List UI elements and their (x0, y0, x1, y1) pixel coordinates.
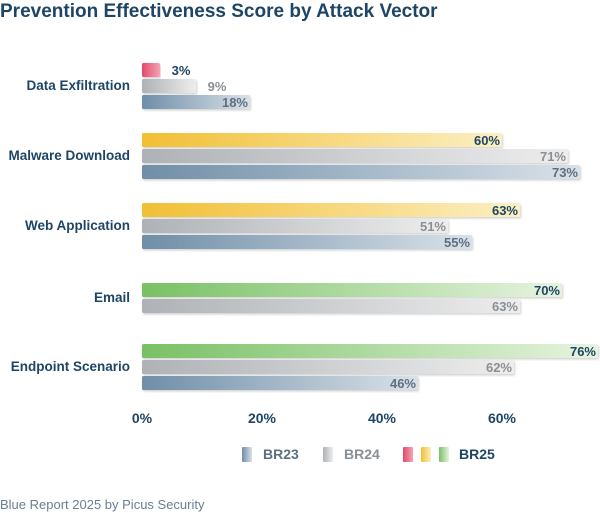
value-label: 76% (570, 344, 596, 359)
legend-swatch-br24 (323, 447, 333, 462)
category-label: Email (94, 290, 130, 305)
bar-br23 (142, 376, 418, 390)
value-labels: 3% 9%18% 60% 71%73% 63% 51%55% 70% 63% 76% 62% 46% (172, 63, 597, 391)
legend-swatch-br25-green (439, 447, 449, 462)
bar-br23 (142, 95, 250, 109)
bar-br25 (142, 63, 160, 77)
x-tick-label: 60% (488, 410, 517, 426)
bar-br24 (142, 149, 568, 163)
value-label: 62% (486, 360, 512, 375)
bar-br23 (142, 165, 580, 179)
value-label: 63% (492, 299, 518, 314)
value-label: 63% (492, 203, 518, 218)
legend-swatch-br25-red (403, 447, 413, 462)
value-label: 60% (474, 133, 500, 148)
bar-br25 (142, 283, 562, 297)
bar-br25 (142, 203, 520, 217)
value-label: 70% (534, 283, 560, 298)
bar-br25 (142, 133, 502, 147)
chart-title: Prevention Effectiveness Score by Attack… (0, 1, 438, 22)
legend-label: BR24 (344, 446, 380, 462)
value-label: 18% (222, 95, 248, 110)
category-label: Data Exfiltration (26, 78, 130, 93)
value-label: 51% (420, 219, 446, 234)
source-note: Blue Report 2025 by Picus Security (0, 497, 205, 512)
bar-br24 (142, 219, 448, 233)
value-label: 71% (540, 149, 566, 164)
bars (142, 63, 598, 390)
legend-label: BR25 (459, 446, 495, 462)
value-label: 3% (172, 63, 191, 78)
bar-br24 (142, 360, 514, 374)
bar-br23 (142, 235, 472, 249)
value-label: 55% (444, 235, 470, 250)
bar-br24 (142, 79, 196, 93)
legend: BR23 BR24 BR25 (242, 446, 495, 462)
category-label: Endpoint Scenario (11, 359, 130, 374)
legend-swatch-br25-yellow (421, 447, 431, 462)
category-label: Malware Download (8, 148, 130, 163)
x-tick-label: 20% (248, 410, 277, 426)
category-label: Web Application (25, 218, 130, 233)
value-label: 46% (390, 376, 416, 391)
legend-label: BR23 (263, 446, 299, 462)
x-tick-label: 0% (132, 410, 153, 426)
bar-br25 (142, 344, 598, 358)
category-labels: Data Exfiltration Malware Download Web App… (8, 78, 130, 374)
legend-swatch-br23 (242, 447, 252, 462)
x-tick-label: 40% (368, 410, 397, 426)
x-axis-ticks: 0% 20% 40% 60% (132, 410, 517, 426)
value-label: 73% (552, 165, 578, 180)
value-label: 9% (208, 79, 227, 94)
bar-br24 (142, 299, 520, 313)
